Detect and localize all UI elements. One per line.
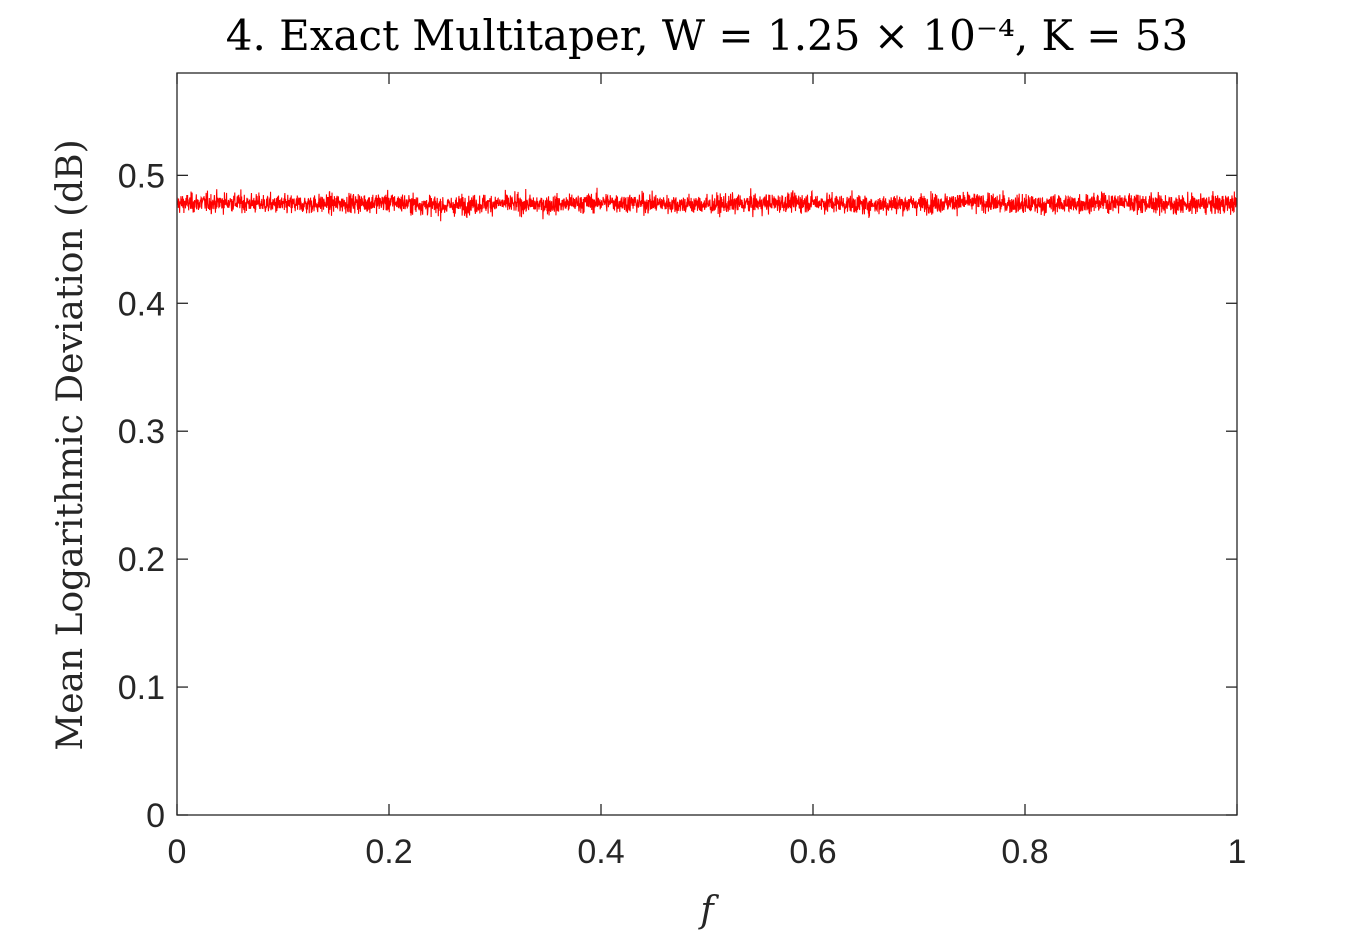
y-tick-label: 0.4	[118, 285, 165, 323]
x-tick-label: 0.4	[577, 833, 624, 871]
y-tick-label: 0.5	[118, 157, 165, 195]
y-tick-label: 0.1	[118, 669, 165, 707]
ticks-layer: 0 0.2 0.4 0.6 0.8 1 0 0.1 0.2 0.3 0.4 0.5	[118, 72, 1247, 871]
series-layer	[176, 187, 1238, 222]
x-tick-label: 0.6	[789, 833, 836, 871]
axes-box	[176, 72, 1238, 816]
y-tick-label: 0.3	[118, 413, 165, 451]
x-axis-label: f	[697, 890, 719, 931]
series-line	[176, 187, 1238, 222]
y-tick-label: 0	[146, 797, 165, 835]
chart-title: 4. Exact Multitaper, W = 1.25 × 10⁻⁴, K …	[226, 11, 1189, 60]
x-tick-label: 1	[1228, 833, 1247, 871]
x-tick-label: 0.8	[1001, 833, 1048, 871]
y-tick-label: 0.2	[118, 541, 165, 579]
x-tick-label: 0	[168, 833, 187, 871]
y-axis-label: Mean Logarithmic Deviation (dB)	[50, 139, 91, 750]
x-tick-label: 0.2	[365, 833, 412, 871]
plot-background	[177, 73, 1237, 815]
plot-area	[177, 73, 1237, 815]
